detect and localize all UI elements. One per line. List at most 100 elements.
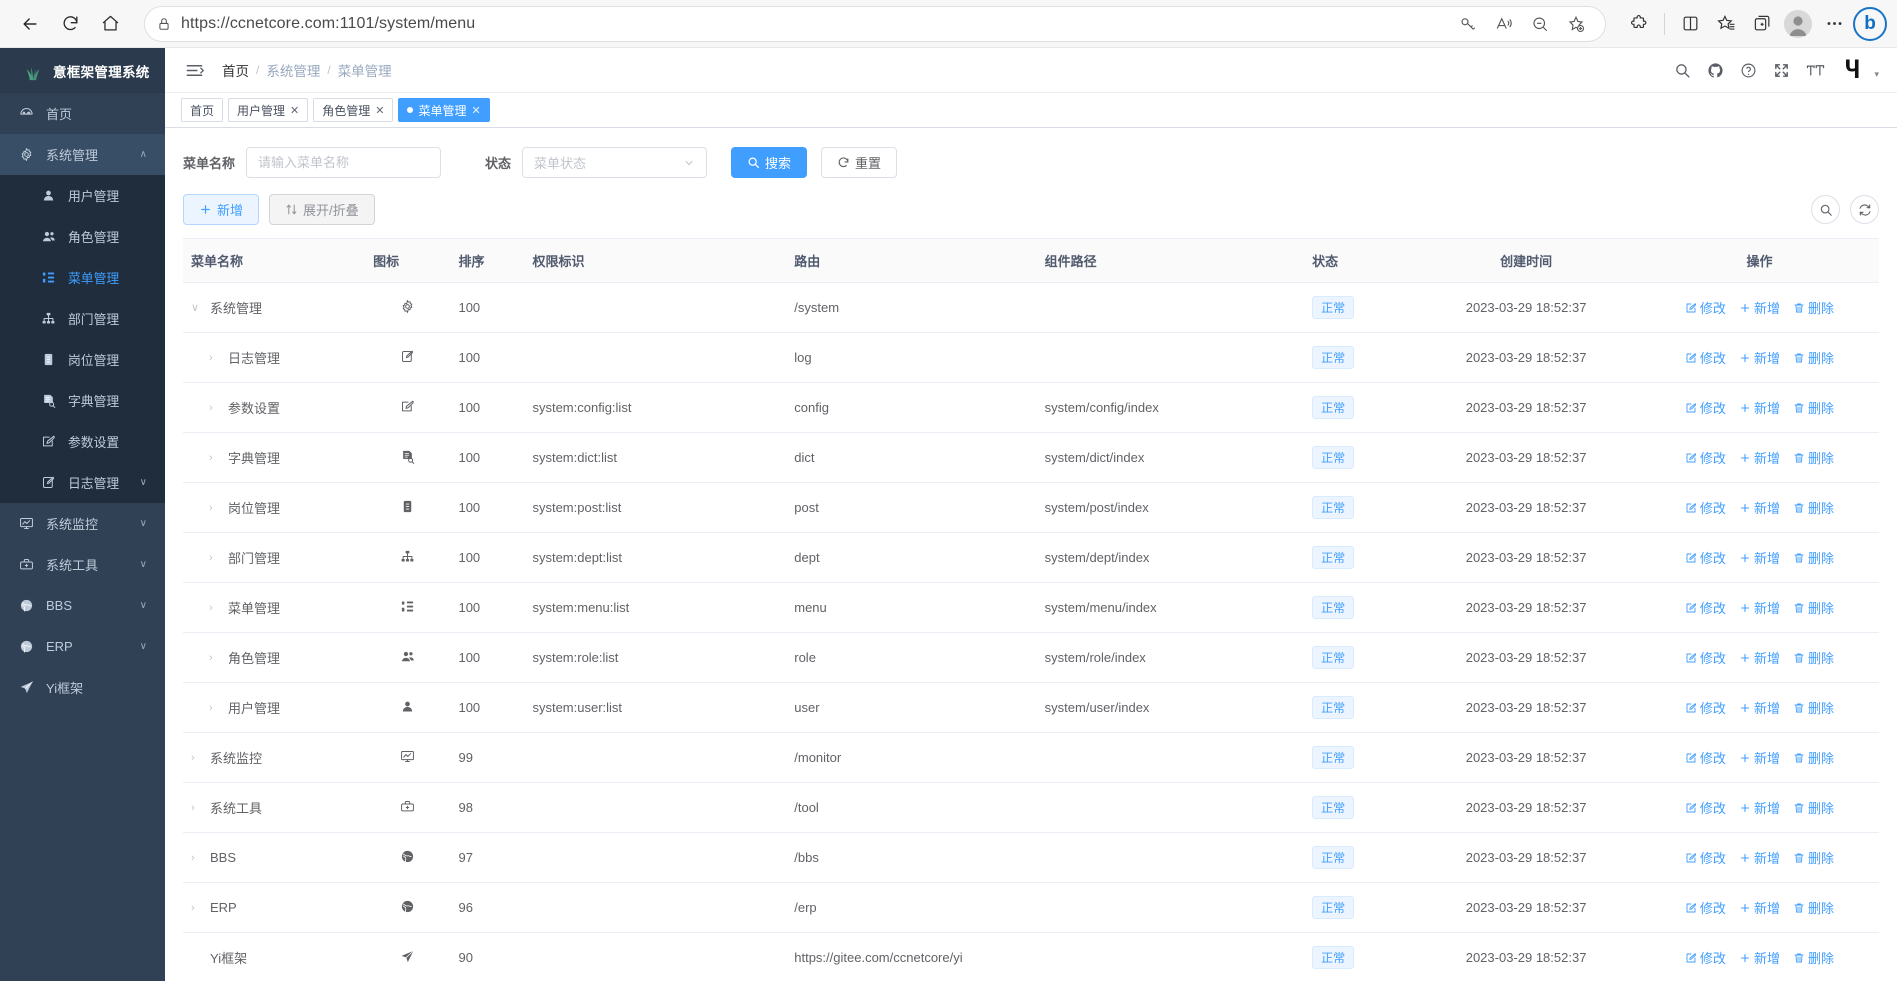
refresh-icon[interactable]	[1850, 195, 1879, 224]
copilot-icon[interactable]: b	[1853, 6, 1887, 41]
expand-arrow-icon[interactable]: ›	[209, 651, 213, 664]
sidebar-item-bbs[interactable]: BBS ∨	[0, 585, 165, 626]
search-button[interactable]: 搜索	[731, 147, 808, 178]
add-favorite-icon[interactable]	[1559, 7, 1593, 41]
collections-icon[interactable]	[1745, 7, 1779, 41]
edit-action[interactable]: 修改	[1685, 398, 1726, 417]
delete-action[interactable]: 删除	[1793, 698, 1834, 717]
col-header-component[interactable]: 组件路径	[1036, 238, 1305, 283]
edit-action[interactable]: 修改	[1685, 698, 1726, 717]
chevron-down-icon[interactable]: ∨	[139, 641, 147, 652]
delete-action[interactable]: 删除	[1793, 398, 1834, 417]
table-row[interactable]: › 系统监控 99/monitor 正常 2023-03-29 18:52:37 修改 新增…	[183, 732, 1879, 783]
delete-action[interactable]: 删除	[1793, 598, 1834, 617]
sidebar-item-参数设置[interactable]: 参数设置	[0, 421, 165, 462]
add-action[interactable]: 新增	[1739, 948, 1780, 967]
col-header-name[interactable]: 菜单名称	[183, 238, 366, 283]
sidebar-item-部门管理[interactable]: 部门管理	[0, 298, 165, 339]
search-icon[interactable]	[1811, 195, 1840, 224]
add-action[interactable]: 新增	[1739, 498, 1780, 517]
add-action[interactable]: 新增	[1739, 698, 1780, 717]
chevron-down-icon[interactable]: ∨	[139, 559, 147, 570]
tab-菜单管理[interactable]: 菜单管理 ✕	[398, 98, 490, 122]
read-aloud-icon[interactable]	[1487, 7, 1521, 41]
table-row[interactable]: › 参数设置 100 system:config:list config system/c…	[183, 382, 1879, 433]
tab-用户管理[interactable]: 用户管理 ✕	[228, 98, 309, 122]
favorites-icon[interactable]	[1709, 7, 1743, 41]
help-icon[interactable]	[1740, 62, 1757, 79]
expand-arrow-icon[interactable]: ›	[191, 901, 195, 914]
add-action[interactable]: 新增	[1739, 898, 1780, 917]
table-row[interactable]: › ERP 96/erp 正常 2023-03-29 18:52:37 修改 新增 删除	[183, 882, 1879, 933]
delete-action[interactable]: 删除	[1793, 748, 1834, 767]
extensions-icon[interactable]	[1622, 7, 1656, 41]
fullscreen-icon[interactable]	[1773, 62, 1790, 79]
delete-action[interactable]: 删除	[1793, 798, 1834, 817]
table-row[interactable]: › 日志管理 100 log 正常 2023-03-29 18:52:37 修改 新增 删除	[183, 332, 1879, 383]
font-size-icon[interactable]	[1806, 62, 1825, 79]
sidebar-item-首页[interactable]: 首页	[0, 93, 165, 134]
edit-action[interactable]: 修改	[1685, 298, 1726, 317]
browser-back-button[interactable]	[10, 4, 50, 44]
add-action[interactable]: 新增	[1739, 348, 1780, 367]
edit-action[interactable]: 修改	[1685, 848, 1726, 867]
reset-button[interactable]: 重置	[821, 147, 898, 178]
tab-角色管理[interactable]: 角色管理 ✕	[313, 98, 394, 122]
expand-arrow-icon[interactable]: ›	[209, 601, 213, 614]
sidebar-item-系统监控[interactable]: 系统监控 ∨	[0, 503, 165, 544]
table-row[interactable]: › 部门管理 100 system:dept:list dept system/dept/…	[183, 532, 1879, 583]
expand-arrow-icon[interactable]: ›	[209, 401, 213, 414]
profile-avatar[interactable]	[1781, 7, 1815, 41]
edit-action[interactable]: 修改	[1685, 348, 1726, 367]
sidebar-item-用户管理[interactable]: 用户管理	[0, 175, 165, 216]
sidebar-item-yi框架[interactable]: Yi框架	[0, 667, 165, 708]
expand-arrow-icon[interactable]: ›	[209, 701, 213, 714]
edit-action[interactable]: 修改	[1685, 748, 1726, 767]
close-icon[interactable]: ✕	[375, 104, 385, 117]
delete-action[interactable]: 删除	[1793, 498, 1834, 517]
delete-action[interactable]: 删除	[1793, 448, 1834, 467]
add-action[interactable]: 新增	[1739, 648, 1780, 667]
address-bar[interactable]: https://ccnetcore.com:1101/system/menu	[144, 5, 1606, 42]
edit-action[interactable]: 修改	[1685, 598, 1726, 617]
edit-action[interactable]: 修改	[1685, 648, 1726, 667]
add-action[interactable]: 新增	[1739, 448, 1780, 467]
brand-mark-icon[interactable]: Ⴗ	[1845, 56, 1859, 83]
col-header-sort[interactable]: 排序	[450, 238, 525, 283]
add-action[interactable]: 新增	[1739, 548, 1780, 567]
delete-action[interactable]: 删除	[1793, 548, 1834, 567]
browser-home-button[interactable]	[90, 4, 130, 44]
expand-arrow-icon[interactable]: ›	[209, 501, 213, 514]
add-action[interactable]: 新增	[1739, 848, 1780, 867]
col-header-route[interactable]: 路由	[786, 238, 1037, 283]
search-icon[interactable]	[1674, 62, 1691, 79]
delete-action[interactable]: 删除	[1793, 298, 1834, 317]
sidebar-item-日志管理[interactable]: 日志管理 ∨	[0, 462, 165, 503]
github-icon[interactable]	[1707, 62, 1724, 79]
chevron-down-icon[interactable]: ∨	[139, 477, 147, 488]
table-row[interactable]: ›Yi框架 90 https://gitee.com/ccnetcore/yi 正常 2…	[183, 932, 1879, 981]
col-header-icon[interactable]: 图标	[365, 238, 451, 283]
add-action[interactable]: 新增	[1739, 748, 1780, 767]
chevron-down-icon[interactable]: ▾	[1874, 68, 1879, 79]
edit-action[interactable]: 修改	[1685, 798, 1726, 817]
sidebar-item-岗位管理[interactable]: 岗位管理	[0, 339, 165, 380]
table-row[interactable]: › BBS 97/bbs 正常 2023-03-29 18:52:37 修改 新增 删除	[183, 832, 1879, 883]
chevron-down-icon[interactable]: ∨	[139, 518, 147, 529]
table-row[interactable]: › 系统工具 98/tool 正常 2023-03-29 18:52:37 修改 新增 删除	[183, 782, 1879, 833]
breadcrumb-item-home[interactable]: 首页	[222, 64, 249, 79]
col-header-status[interactable]: 状态	[1304, 238, 1413, 283]
browser-refresh-button[interactable]	[50, 4, 90, 44]
table-row[interactable]: › 岗位管理 100 system:post:list post system/post/…	[183, 482, 1879, 533]
settings-more-icon[interactable]	[1817, 7, 1851, 41]
expand-arrow-icon[interactable]: ›	[209, 551, 213, 564]
menu-name-input[interactable]	[246, 147, 442, 178]
table-row[interactable]: › 字典管理 100 system:dict:list dict system/dict/…	[183, 432, 1879, 483]
sidebar-item-字典管理[interactable]: 字典管理	[0, 380, 165, 421]
hamburger-icon[interactable]	[185, 61, 204, 80]
close-icon[interactable]: ✕	[471, 104, 481, 117]
expand-arrow-icon[interactable]: ›	[191, 801, 195, 814]
expand-collapse-button[interactable]: 展开/折叠	[269, 194, 375, 225]
close-icon[interactable]: ✕	[290, 104, 300, 117]
delete-action[interactable]: 删除	[1793, 348, 1834, 367]
